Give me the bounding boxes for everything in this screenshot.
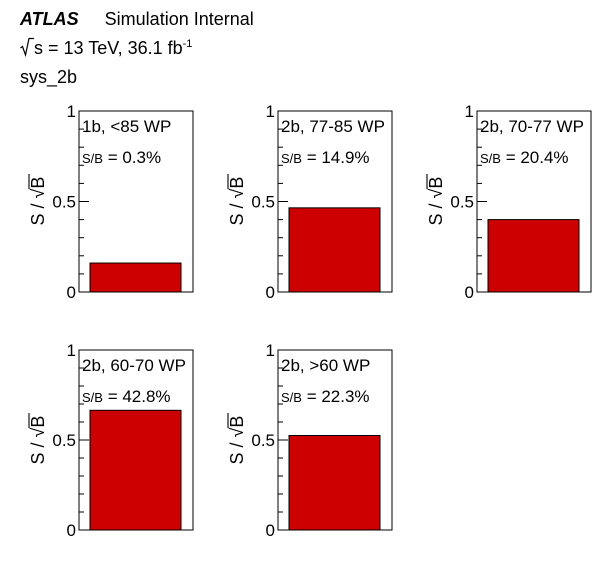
- experiment-label: ATLAS: [20, 9, 79, 29]
- y-tick-label: 0: [266, 283, 275, 302]
- chart-panel: 0 0.5 1 1b, <85 WP S/B = 0.3% S / √B: [28, 102, 194, 302]
- bar: [288, 435, 381, 531]
- y-tick-label: 0: [266, 521, 275, 540]
- y-tick-label: 0: [67, 283, 76, 302]
- y-axis-title-text: S / √B: [426, 177, 446, 226]
- ratio-name: S/B: [480, 151, 501, 166]
- bar: [89, 409, 182, 531]
- chart-panel: 0 0.5 1 2b, 60-70 WP S/B = 42.8% S / √B: [28, 341, 194, 540]
- bar: [487, 219, 580, 293]
- ratio-value: = 22.3%: [302, 387, 370, 406]
- y-tick-label: 0.5: [251, 193, 275, 212]
- ratio-label: S/B = 14.9%: [281, 148, 370, 167]
- y-tick-label: 1: [266, 102, 275, 121]
- y-tick-label: 1: [266, 341, 275, 360]
- status-label: Simulation Internal: [104, 9, 254, 29]
- y-axis-title: S / √B: [227, 174, 247, 225]
- ratio-label: S/B = 20.4%: [480, 148, 569, 167]
- category-label: 2b, 60-70 WP: [82, 356, 186, 375]
- atlas-label-row: ATLAS Simulation Internal: [20, 9, 254, 30]
- y-tick-label: 1: [67, 341, 76, 360]
- y-axis-title-text: S / √B: [227, 416, 247, 465]
- y-tick-label: 1: [465, 102, 474, 121]
- ratio-value: = 42.8%: [103, 387, 171, 406]
- y-tick-label: 1: [67, 102, 76, 121]
- y-tick-label: 0.5: [251, 431, 275, 450]
- category-label: 2b, 77-85 WP: [281, 117, 385, 136]
- lumi-exponent: -1: [182, 38, 193, 50]
- category-label: 2b, >60 WP: [281, 356, 370, 375]
- energy-symbol: s: [34, 38, 43, 58]
- y-axis-title: S / √B: [28, 413, 48, 464]
- y-axis-title-text: S / √B: [227, 177, 247, 226]
- ratio-name: S/B: [281, 151, 302, 166]
- ratio-name: S/B: [82, 390, 103, 405]
- ratio-label: S/B = 0.3%: [82, 148, 161, 167]
- y-tick-label: 0: [465, 283, 474, 302]
- chart-panel: 0 0.5 1 2b, >60 WP S/B = 22.3% S / √B: [227, 341, 393, 540]
- bar: [89, 262, 182, 293]
- y-axis-title: S / √B: [227, 413, 247, 464]
- energy-lumi-label: s = 13 TeV, 36.1 fb-1: [20, 37, 192, 59]
- y-axis-title: S / √B: [426, 174, 446, 225]
- chart-panel: 0 0.5 1 2b, 77-85 WP S/B = 14.9% S / √B: [227, 102, 393, 302]
- ratio-name: S/B: [82, 151, 103, 166]
- category-label: 1b, <85 WP: [82, 117, 171, 136]
- y-axis-title: S / √B: [28, 174, 48, 225]
- ratio-value: = 14.9%: [302, 148, 370, 167]
- y-tick-label: 0.5: [450, 193, 474, 212]
- y-tick-label: 0.5: [52, 431, 76, 450]
- y-axis-title-text: S / √B: [28, 177, 48, 226]
- ratio-value: = 0.3%: [103, 148, 161, 167]
- ratio-value: = 20.4%: [501, 148, 569, 167]
- ratio-label: S/B = 42.8%: [82, 387, 171, 406]
- sqrt-icon: [20, 37, 34, 58]
- ratio-label: S/B = 22.3%: [281, 387, 370, 406]
- chart-panel: 0 0.5 1 2b, 70-77 WP S/B = 20.4% S / √B: [426, 102, 592, 302]
- y-tick-label: 0.5: [52, 193, 76, 212]
- energy-text: = 13 TeV, 36.1 fb: [43, 38, 183, 58]
- ratio-name: S/B: [281, 390, 302, 405]
- category-label: 2b, 70-77 WP: [480, 117, 584, 136]
- y-axis-title-text: S / √B: [28, 416, 48, 465]
- bar: [288, 207, 381, 293]
- region-label: sys_2b: [20, 67, 78, 87]
- y-tick-label: 0: [67, 521, 76, 540]
